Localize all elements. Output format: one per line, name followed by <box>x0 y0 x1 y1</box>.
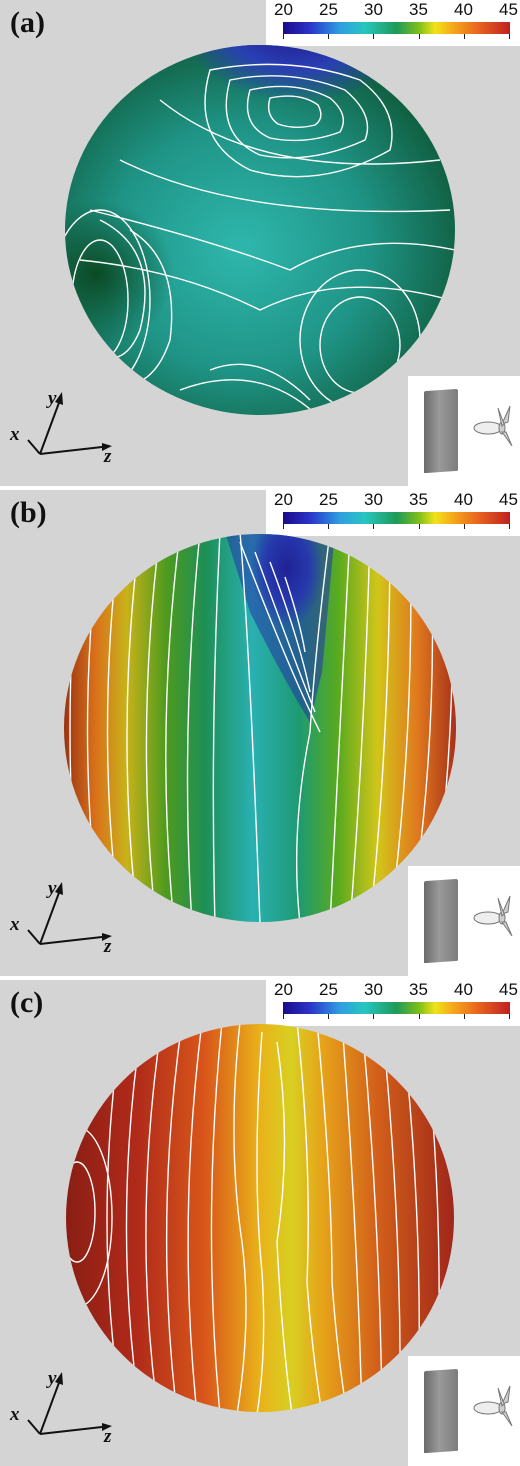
colorbar-tick: 45 <box>499 0 518 19</box>
panel-a: (a) 20 25 30 35 40 45 <box>0 0 520 486</box>
colorbar-tick: 35 <box>409 980 428 999</box>
colorbar-tick: 30 <box>364 0 383 19</box>
colorbar-tick: 20 <box>274 980 293 999</box>
colorbar-gradient <box>283 22 510 34</box>
panel-label: (a) <box>10 6 45 39</box>
axis-label-z: z <box>104 446 112 467</box>
sphere-contour-c <box>66 1024 454 1412</box>
colorbar-tick: 35 <box>409 490 428 509</box>
sphere-contour-a <box>65 45 455 415</box>
axis-label-x: x <box>10 914 20 935</box>
colorbar-tick: 30 <box>364 980 383 999</box>
colorbar-tick: 45 <box>499 490 518 509</box>
axis-label-y: y <box>48 388 57 409</box>
colorbar-tick: 45 <box>499 980 518 999</box>
panel-c: (c) 20 25 30 35 40 45 <box>0 980 520 1466</box>
propeller-body-icon <box>408 376 520 486</box>
colorbar-tick: 40 <box>454 980 473 999</box>
colorbar-tick: 35 <box>409 0 428 19</box>
panel-b: (b) 20 25 30 35 40 45 <box>0 490 520 976</box>
axis-label-y: y <box>48 1368 57 1389</box>
axis-triad-icon: y x z <box>10 878 122 962</box>
axis-label-x: x <box>10 1404 20 1425</box>
colorbar: 20 25 30 35 40 45 <box>266 0 520 46</box>
colorbar-tick: 25 <box>319 0 338 19</box>
colorbar-gradient <box>283 1002 510 1014</box>
panel-label: (b) <box>10 496 47 529</box>
colorbar-gradient <box>283 512 510 524</box>
sphere-contour-b <box>64 534 456 922</box>
colorbar-tick: 40 <box>454 0 473 19</box>
colorbar-tick: 25 <box>319 980 338 999</box>
colorbar-tick: 20 <box>274 490 293 509</box>
colorbar-tick: 20 <box>274 0 293 19</box>
axis-label-y: y <box>48 878 57 899</box>
axis-label-x: x <box>10 424 20 445</box>
colorbar-tick: 40 <box>454 490 473 509</box>
propeller-body-icon <box>408 866 520 976</box>
axis-triad-icon: y x z <box>10 388 122 472</box>
colorbar: 20 25 30 35 40 45 <box>266 980 520 1026</box>
axis-triad-icon: y x z <box>10 1368 122 1452</box>
colorbar-tick: 25 <box>319 490 338 509</box>
propeller-body-icon <box>408 1356 520 1466</box>
panel-label: (c) <box>10 986 44 1019</box>
colorbar: 20 25 30 35 40 45 <box>266 490 520 536</box>
axis-label-z: z <box>104 1426 112 1447</box>
colorbar-tick: 30 <box>364 490 383 509</box>
axis-label-z: z <box>104 936 112 957</box>
